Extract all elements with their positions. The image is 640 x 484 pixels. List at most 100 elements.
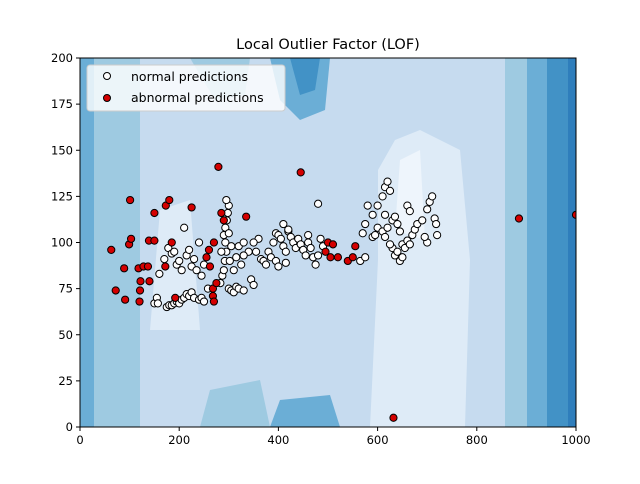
abnormal-point [326, 253, 335, 262]
abnormal-point [328, 240, 338, 249]
abnormal-point [126, 234, 136, 243]
normal-point [361, 253, 370, 262]
normal-point [420, 232, 429, 242]
normal-point [428, 192, 437, 201]
normal-point [155, 269, 164, 278]
normal-point [237, 260, 246, 269]
abnormal-point [204, 245, 214, 254]
normal-point [219, 266, 228, 275]
abnormal-point [165, 195, 174, 205]
abnormal-point [150, 236, 159, 245]
abnormal-point [209, 238, 219, 247]
normal-point [274, 262, 283, 271]
legend: normal predictions abnormal predictions [86, 64, 286, 112]
abnormal-point [135, 286, 145, 295]
normal-point [405, 207, 414, 216]
y-tick-label: 150 [51, 143, 73, 157]
y-tick-label: 50 [58, 328, 73, 342]
legend-label-normal: normal predictions [131, 69, 248, 84]
normal-point [239, 251, 248, 260]
abnormal-point [321, 247, 330, 256]
normal-point [395, 227, 405, 236]
normal-point [304, 231, 313, 240]
abnormal-point [571, 210, 576, 219]
y-tick-label: 25 [58, 374, 73, 388]
abnormal-point [143, 262, 153, 271]
legend-marker-normal [103, 72, 111, 80]
normal-point [306, 243, 315, 253]
normal-point [249, 280, 258, 290]
normal-point [229, 266, 238, 275]
abnormal-point [171, 293, 180, 302]
legend-marker-abnormal [103, 94, 111, 102]
x-tick-label: 1000 [561, 433, 590, 447]
normal-point [380, 232, 390, 242]
normal-point [393, 247, 402, 256]
normal-point [251, 247, 261, 256]
normal-point [249, 238, 258, 247]
normal-point [432, 219, 441, 229]
y-tick-label: 125 [51, 189, 73, 203]
abnormal-point [219, 216, 228, 225]
abnormal-point [121, 295, 130, 304]
normal-point [170, 247, 179, 256]
normal-point [239, 238, 248, 247]
normal-point [199, 297, 209, 306]
normal-point [390, 212, 400, 221]
normal-point [222, 195, 231, 205]
x-tick-label: 800 [466, 433, 488, 447]
normal-point [239, 286, 248, 295]
normal-point [380, 210, 390, 219]
normal-point [405, 240, 414, 249]
abnormal-point [111, 286, 120, 295]
normal-point [269, 238, 278, 247]
normal-point [423, 205, 432, 214]
abnormal-point [150, 208, 159, 218]
normal-point [398, 253, 407, 262]
abnormal-point [136, 277, 145, 286]
normal-point [224, 229, 233, 238]
normal-point [177, 266, 186, 275]
normal-point [261, 260, 271, 269]
abnormal-point [135, 297, 144, 306]
abnormal-point [145, 277, 154, 286]
y-tick-label: 0 [66, 420, 73, 434]
normal-point [368, 210, 377, 219]
normal-point [194, 238, 204, 247]
normal-point [160, 255, 169, 264]
abnormal-point [125, 195, 135, 205]
y-tick-label: 100 [51, 236, 73, 250]
abnormal-point [296, 168, 305, 177]
normal-point [385, 186, 395, 195]
x-tick-label: 400 [267, 433, 289, 447]
normal-point [433, 231, 442, 240]
chart-title: Local Outlier Factor (LOF) [236, 37, 420, 53]
normal-point [383, 177, 392, 186]
abnormal-point [167, 238, 176, 247]
normal-point [373, 201, 382, 210]
x-tick-label: 0 [76, 433, 83, 447]
normal-point [361, 219, 370, 229]
normal-point [383, 223, 392, 232]
y-tick-label: 175 [51, 97, 73, 111]
abnormal-point [348, 253, 357, 262]
abnormal-point [333, 253, 343, 262]
normal-point [371, 231, 380, 240]
normal-point [284, 225, 293, 234]
abnormal-point [242, 212, 251, 221]
abnormal-point [514, 214, 524, 223]
abnormal-point [161, 262, 170, 271]
normal-point [192, 266, 201, 275]
normal-point [378, 192, 387, 201]
abnormal-point [187, 203, 196, 212]
normal-point [358, 229, 367, 238]
normal-point [279, 219, 288, 229]
abnormal-point [214, 162, 223, 171]
normal-point [313, 199, 323, 208]
y-tick-label: 200 [51, 51, 73, 65]
abnormal-point [202, 253, 211, 262]
normal-point [301, 251, 310, 260]
abnormal-point [351, 242, 360, 251]
abnormal-point [205, 262, 215, 271]
